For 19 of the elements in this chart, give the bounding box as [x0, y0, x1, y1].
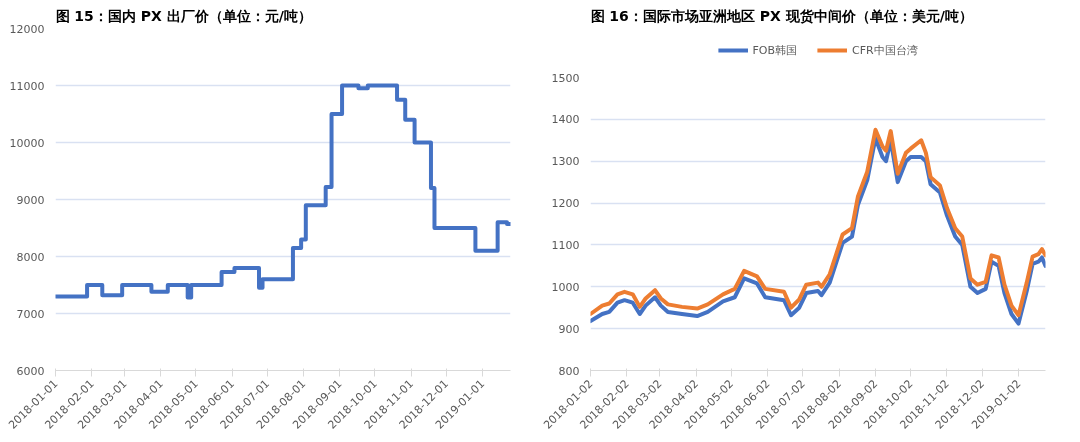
- y-tick-label: 12000: [9, 22, 45, 36]
- chart-title: 图 16：国际市场亚洲地区 PX 现货中间价（单位：美元/吨）: [590, 7, 973, 24]
- y-tick-label: 1300: [551, 155, 580, 169]
- y-tick-label: 8000: [16, 250, 45, 264]
- chart-title: 图 15：国内 PX 出厂价（单位：元/吨）: [55, 7, 312, 24]
- legend-label: CFR中国台湾: [851, 42, 918, 58]
- legend-label: FOB韩国: [752, 42, 797, 58]
- y-tick-label: 7000: [16, 307, 45, 321]
- y-tick-label: 6000: [16, 364, 45, 378]
- y-tick-label: 1200: [551, 197, 580, 211]
- y-tick-label: 900: [558, 322, 580, 336]
- y-tick-label: 1500: [551, 71, 580, 85]
- y-tick-label: 800: [558, 364, 580, 378]
- y-tick-label: 11000: [9, 79, 45, 93]
- y-tick-label: 1100: [551, 238, 580, 252]
- y-tick-label: 10000: [9, 136, 45, 150]
- y-tick-label: 1000: [551, 280, 580, 294]
- y-tick-label: 1400: [551, 113, 580, 127]
- y-tick-label: 9000: [16, 193, 45, 207]
